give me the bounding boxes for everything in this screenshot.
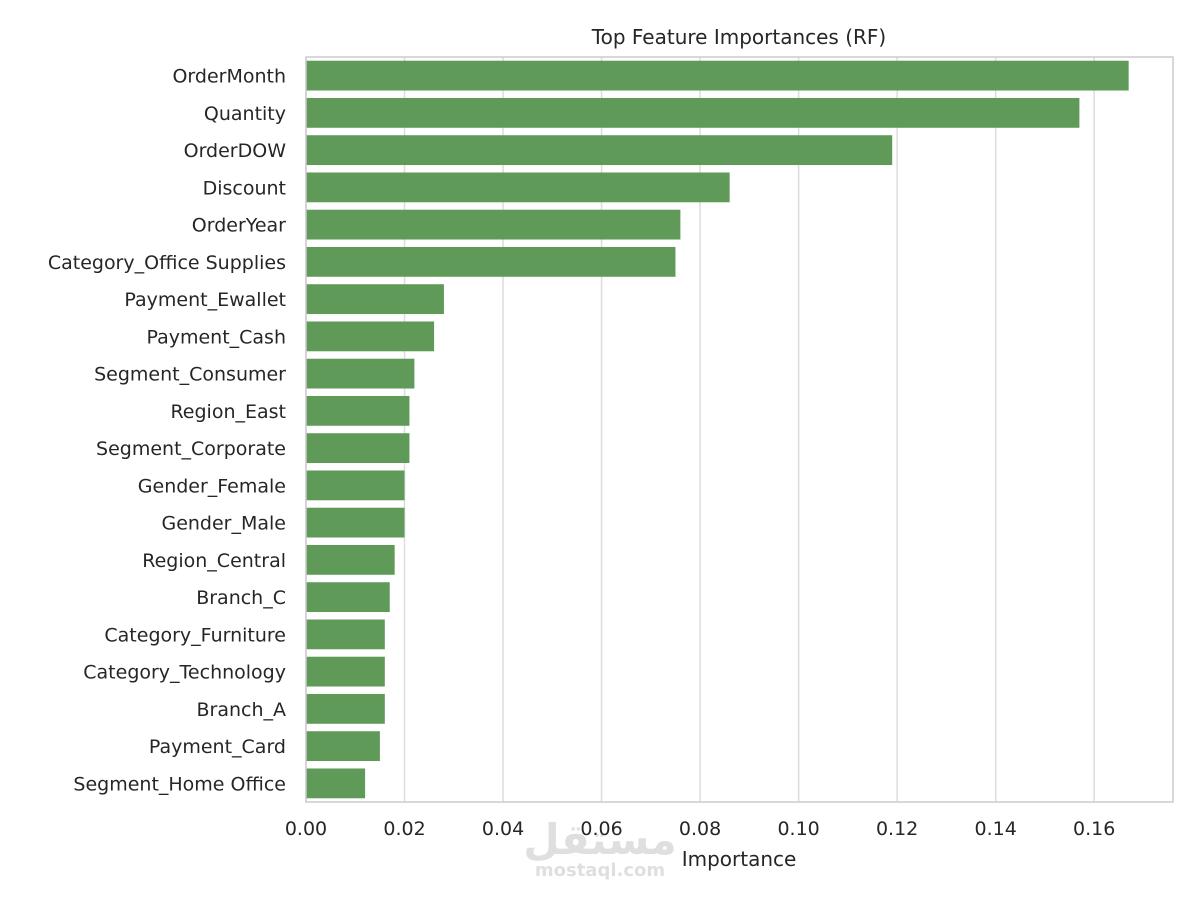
- y-tick-label: Region_East: [170, 401, 286, 423]
- watermark-site: mostaql.com: [535, 860, 665, 881]
- x-tick-label: 0.08: [679, 818, 721, 840]
- bar: [306, 172, 730, 203]
- bar: [306, 433, 410, 464]
- bar: [306, 135, 893, 166]
- bar: [306, 507, 405, 538]
- bar: [306, 731, 380, 762]
- bar: [306, 321, 435, 352]
- y-tick-label: Branch_A: [196, 699, 286, 721]
- bar: [306, 97, 1080, 128]
- y-tick-label: Branch_C: [196, 587, 286, 609]
- y-tick-label: Gender_Male: [161, 513, 286, 535]
- x-tick-label: 0.12: [876, 818, 918, 840]
- y-tick-label: OrderDOW: [184, 140, 287, 162]
- bars: [306, 60, 1129, 799]
- chart-title: Top Feature Importances (RF): [591, 25, 886, 49]
- bar: [306, 284, 444, 315]
- bar: [306, 693, 385, 724]
- bar: [306, 209, 681, 240]
- bar: [306, 619, 385, 650]
- y-tick-label: Segment_Consumer: [94, 364, 286, 386]
- y-tick-label: Quantity: [204, 103, 286, 125]
- bar: [306, 60, 1129, 91]
- bar: [306, 358, 415, 389]
- bar: [306, 582, 390, 613]
- x-tick-label: 0.10: [777, 818, 819, 840]
- bar: [306, 656, 385, 687]
- x-tick-labels: 0.00 0.02 0.04 0.06 0.08 0.10 0.12 0.14 0.16: [285, 818, 1115, 840]
- y-tick-label: Discount: [203, 177, 286, 199]
- x-tick-label: 0.14: [975, 818, 1017, 840]
- x-tick-label: 0.00: [285, 818, 327, 840]
- x-tick-label: 0.06: [580, 818, 622, 840]
- y-tick-label: Gender_Female: [138, 475, 286, 497]
- bar: [306, 395, 410, 426]
- x-tick-label: 0.16: [1073, 818, 1115, 840]
- watermark: مستقل mostaql.com: [523, 815, 677, 881]
- bar: [306, 470, 405, 501]
- bar: [306, 544, 395, 575]
- y-tick-labels: OrderMonth Quantity OrderDOW Discount OrderY…: [48, 66, 286, 796]
- y-tick-label: Category_Office Supplies: [48, 252, 286, 274]
- x-tick-label: 0.02: [383, 818, 425, 840]
- y-tick-label: Category_Technology: [83, 662, 286, 684]
- y-tick-label: Payment_Card: [149, 736, 286, 758]
- y-tick-label: Segment_Corporate: [96, 438, 286, 460]
- x-axis-label: Importance: [682, 847, 797, 871]
- watermark-logo: مستقل: [523, 815, 677, 864]
- x-tick-label: 0.04: [482, 818, 524, 840]
- y-tick-label: Region_Central: [142, 550, 286, 572]
- y-tick-label: Payment_Ewallet: [124, 289, 286, 311]
- bar: [306, 768, 366, 799]
- bar: [306, 246, 676, 277]
- y-tick-label: Payment_Cash: [146, 326, 286, 348]
- y-tick-label: Segment_Home Office: [73, 773, 286, 795]
- y-tick-label: OrderYear: [192, 215, 286, 237]
- plot-frame: [305, 56, 1174, 803]
- y-tick-label: Category_Furniture: [104, 624, 286, 646]
- y-tick-label: OrderMonth: [172, 66, 286, 88]
